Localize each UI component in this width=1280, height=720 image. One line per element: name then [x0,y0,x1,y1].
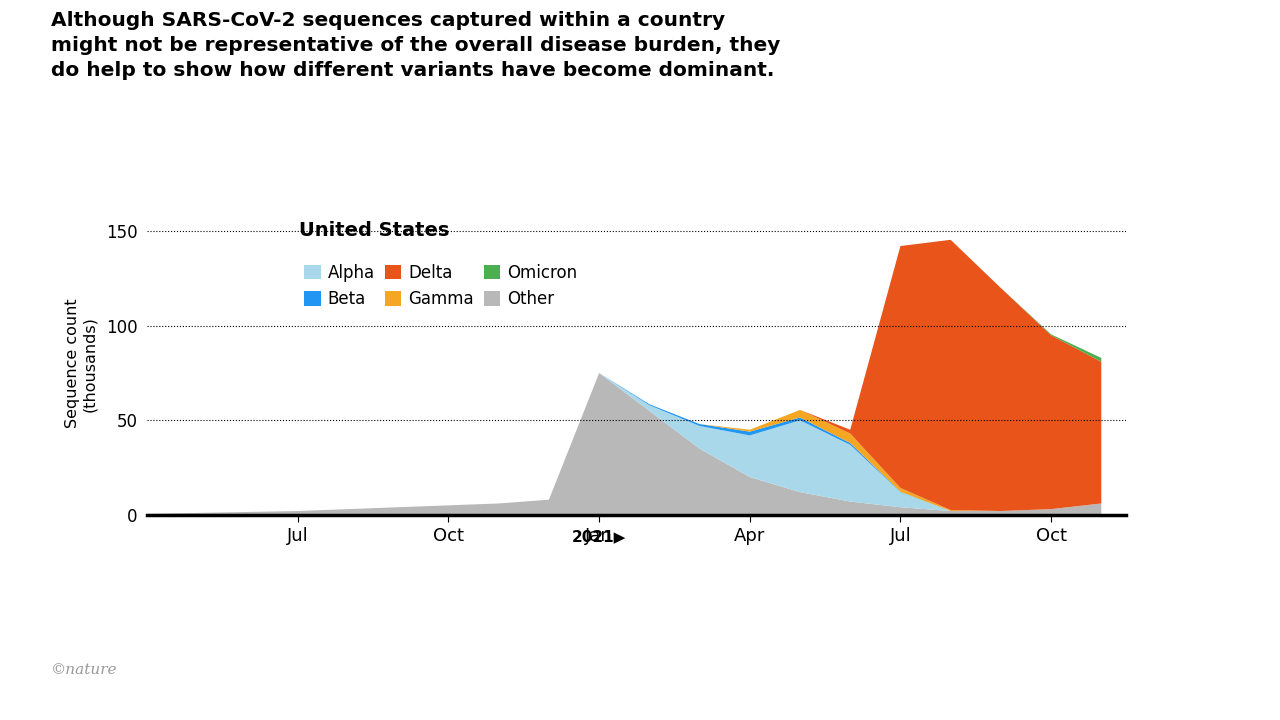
Legend: Alpha, Beta, Delta, Gamma, Omicron, Other: Alpha, Beta, Delta, Gamma, Omicron, Othe… [297,257,584,315]
Text: 2021▶: 2021▶ [572,529,626,544]
Y-axis label: Sequence count
(thousands): Sequence count (thousands) [65,299,97,428]
Text: Graphics of the week: Graphics of the week [589,612,1146,658]
Text: Although SARS-CoV-2 sequences captured within a country
might not be representat: Although SARS-CoV-2 sequences captured w… [51,11,781,80]
Text: United States: United States [300,222,449,240]
Text: ©nature: ©nature [51,663,118,677]
